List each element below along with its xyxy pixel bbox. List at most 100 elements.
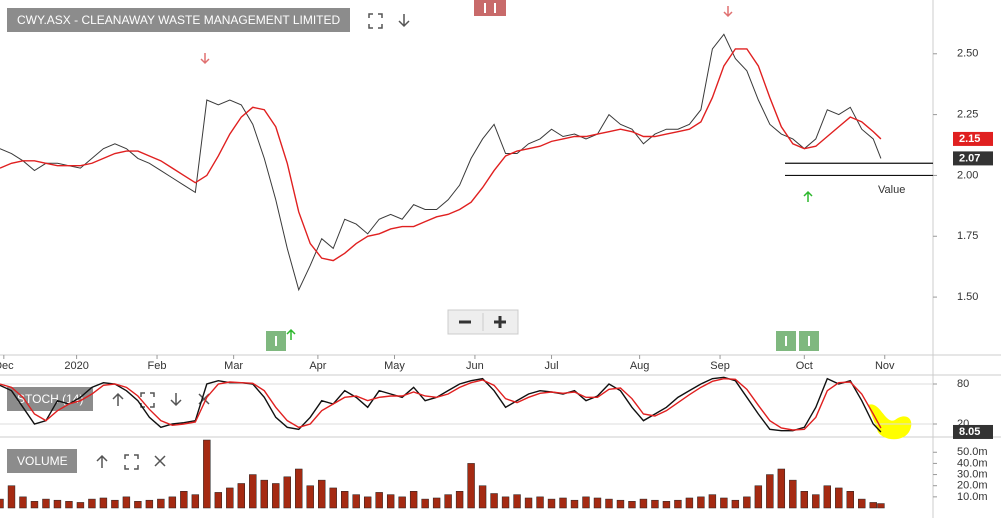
volume-bar <box>812 494 820 509</box>
volume-bar <box>685 497 694 509</box>
zoom-control[interactable] <box>447 309 519 335</box>
volume-bar <box>53 499 62 509</box>
last-value-label: 8.05 <box>959 426 980 438</box>
volume-bar <box>616 499 625 509</box>
volume-bar <box>800 491 809 509</box>
volume-bar <box>869 502 877 509</box>
x-tick-label: Jun <box>466 360 484 372</box>
volume-bar <box>295 468 303 509</box>
volume-bar <box>674 499 682 509</box>
volume-bar <box>501 496 510 509</box>
volume-bar <box>7 485 16 509</box>
y-tick-label: 40.0m <box>957 457 988 469</box>
volume-bar <box>651 499 659 509</box>
volume-bar <box>766 474 774 509</box>
dividend-markers[interactable] <box>266 331 819 351</box>
y-tick-label: 1.75 <box>957 230 978 242</box>
volume-bar <box>444 494 452 509</box>
volume-bar <box>180 491 188 509</box>
title-badge <box>7 8 350 32</box>
stoch-icons[interactable] <box>112 392 210 408</box>
x-tick-label: Jul <box>544 360 558 372</box>
volume-bar <box>375 492 383 509</box>
volume-bar <box>30 501 39 509</box>
volume-bar <box>409 491 418 509</box>
arrows <box>200 6 813 340</box>
volume-bar <box>318 479 326 509</box>
volume-bar <box>593 497 602 509</box>
volume-bar <box>226 487 234 509</box>
volume-bar <box>306 485 314 509</box>
volume-bar <box>168 496 177 509</box>
annotation: Value <box>878 184 905 196</box>
series-line <box>0 33 882 292</box>
volume-bar <box>122 496 131 509</box>
volume-title: VOLUME <box>17 454 68 468</box>
x-tick-label: Feb <box>148 360 167 372</box>
volume-bar <box>341 491 349 509</box>
volume-bar <box>559 497 567 509</box>
volume-bar <box>478 485 487 509</box>
volume-bar <box>0 498 4 509</box>
last-value-tag <box>953 131 993 146</box>
volume-bar <box>145 499 154 509</box>
volume-bar <box>214 492 223 509</box>
volume-bar <box>237 483 245 509</box>
volume-bar <box>398 496 406 509</box>
x-tick-label: Aug <box>630 360 650 372</box>
series-line <box>0 377 882 431</box>
volume-bar <box>490 493 498 509</box>
volume-bar <box>877 503 885 509</box>
volume-bar <box>283 476 291 509</box>
volume-bar <box>823 485 831 509</box>
x-tick-label: Mar <box>224 360 243 372</box>
volume-bar <box>363 496 372 509</box>
y-tick-label: 80 <box>957 378 969 390</box>
volume-bar <box>605 498 613 509</box>
series-line <box>0 376 882 433</box>
volume-bar <box>65 501 73 509</box>
y-tick-label: 2.00 <box>957 169 978 181</box>
volume-bar <box>754 485 763 509</box>
volume-bar <box>272 483 280 509</box>
x-tick-label: 2020 <box>64 360 88 372</box>
y-tick-label: 10.0m <box>957 491 988 503</box>
event-marker[interactable] <box>474 0 506 16</box>
volume-bar <box>858 498 866 509</box>
volume-bar <box>432 497 441 509</box>
volume-bar <box>467 463 475 509</box>
volume-bar <box>386 494 395 509</box>
volume-bar <box>639 498 648 509</box>
volume-bar <box>697 496 705 509</box>
last-value-label: 2.15 <box>959 133 980 145</box>
volume-bar <box>19 496 27 509</box>
volume-bar <box>42 498 50 509</box>
volume-icons[interactable] <box>96 454 166 470</box>
volume-bar <box>111 499 119 509</box>
y-tick-label: 2.25 <box>957 109 978 121</box>
y-tick-label: 50.0m <box>957 446 988 458</box>
volume-bar <box>134 501 142 509</box>
volume-bar <box>88 498 96 509</box>
volume-bar <box>421 498 429 509</box>
volume-bar <box>157 498 165 509</box>
x-tick-label: Oct <box>796 360 813 372</box>
x-tick-label: Dec <box>0 360 14 372</box>
volume-bar <box>260 479 268 509</box>
y-tick-label: 20.0m <box>957 480 988 492</box>
volume-bar <box>513 494 521 509</box>
y-tick-label: 1.50 <box>957 291 978 303</box>
chart-title: CWY.ASX - CLEANAWAY WASTE MANAGEMENT LIM… <box>17 13 340 27</box>
last-value-tag <box>953 424 993 439</box>
x-tick-label: Nov <box>875 360 895 372</box>
volume-bar <box>203 439 211 509</box>
volume-bar <box>777 468 786 509</box>
event-marker-icon <box>484 3 496 13</box>
volume-bar <box>731 499 740 509</box>
volume-bar <box>329 487 337 509</box>
volume-bar <box>524 497 533 509</box>
x-tick-label: May <box>384 360 405 372</box>
volume-bar <box>708 494 717 509</box>
toolbar-icons[interactable] <box>368 13 410 29</box>
highlight <box>868 404 912 440</box>
